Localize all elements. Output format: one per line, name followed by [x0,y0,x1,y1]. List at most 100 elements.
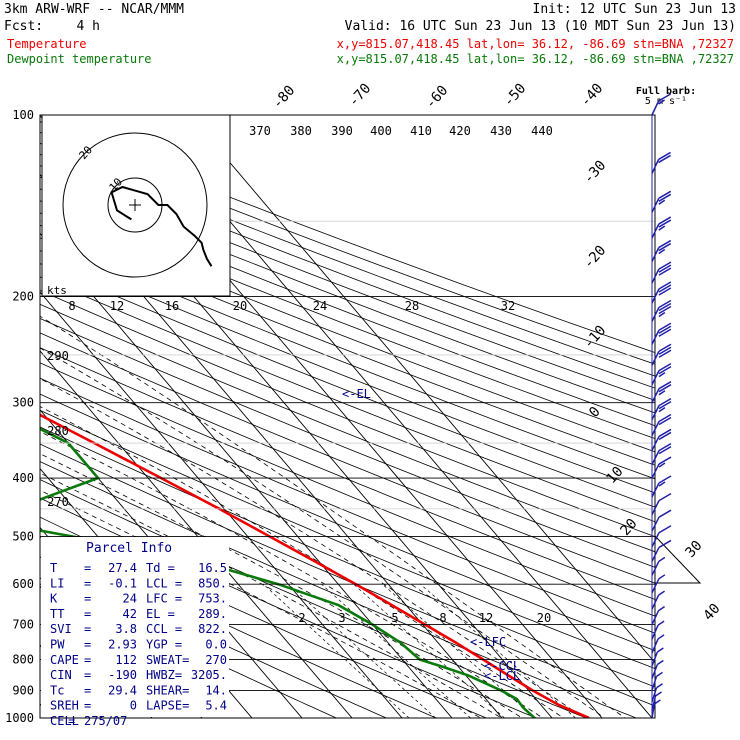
wind-barb-flag [658,397,672,407]
parcel-row-label: TT [50,607,64,621]
pressure-tick-label: 1000 [5,711,34,725]
parcel-row-eq: = [68,714,75,728]
dry-adiabat [40,165,655,401]
dry-adiabat [40,461,638,718]
valid-time: Valid: 16 UTC Sun 23 Jun 13 (10 MDT Sun … [345,19,736,34]
dry-adiabat [40,200,655,440]
dry-adiabat [40,224,655,466]
parcel-row-label: CIN [50,668,72,682]
wind-barb-half [658,372,666,378]
wind-barb-flag [658,239,672,249]
wind-barb-staff [651,561,660,576]
isotherm-label: -20 [581,243,610,273]
temperature-legend-label: Temperature [7,37,86,51]
hodograph-speed-label: 28 [405,299,419,313]
parcel-row-value: 2.93 [108,638,137,652]
parcel-row-value-2: 822. [198,622,227,636]
level-annotation: <-EL [342,387,371,401]
dry-adiabat [40,142,655,377]
plot-frame [39,114,656,719]
isotherm-label: -50 [501,81,530,111]
moist-adiabat [40,453,524,718]
wind-barb-staff [651,651,659,667]
pressure-tick-label: 100 [12,108,34,122]
wind-barb-half [658,481,666,487]
parcel-row-value-2: 0.0 [205,638,227,652]
mixing-ratio-line [420,583,576,718]
wind-barb-flag [658,445,672,455]
wind-barb-half [658,590,665,596]
parcel-row-eq: = [84,561,91,575]
temperature-line [40,413,590,718]
pressure-tick-label: 200 [12,290,34,304]
mixing-ratio-label: 8 [439,611,446,625]
wind-barb-legend-title: Full barb: [636,86,696,97]
dry-adiabat [40,289,655,538]
wind-barb-flag [658,305,672,315]
isotherm-label: 30 [682,538,705,561]
parcel-row-value: 112 [115,653,137,667]
parcel-row-label-2: EL = [146,607,175,621]
hodograph-speed-label: 12 [110,299,124,313]
wind-barb-half [653,699,661,705]
parcel-row-label: T [50,561,57,575]
isotherm-label: -30 [581,158,610,188]
level-annotation: <-CCL [484,659,520,673]
mixing-ratio-label: 12 [479,611,493,625]
dry-adiabat [40,303,655,553]
wind-barb-flag [658,416,672,426]
wind-barb-flag [658,190,672,199]
pressure-tick-label: 300 [12,396,34,410]
dry-adiabat [40,318,655,568]
parcel-row-label-2: Td = [146,561,175,575]
wind-barb-staff [651,532,660,548]
wind-barb-flag [658,346,672,355]
dry-adiabat [40,153,655,389]
wind-barb-flag [658,475,672,484]
wind-barb [651,525,672,548]
parcel-row-eq: = [84,683,91,697]
wind-barb-half [658,311,666,318]
wind-barb [651,343,672,366]
wind-barb [651,683,663,703]
parcel-row-value: 27.4 [108,561,137,575]
wind-barb-flag [658,525,672,534]
wind-barb-flag [658,216,672,225]
pressure-tick-label: 400 [12,471,34,485]
parcel-row-value: -190 [108,668,137,682]
wind-barb-staff [651,159,660,174]
dry-adiabat [40,347,655,600]
moist-adiabat [40,347,606,718]
wind-barb-staff [651,370,660,385]
wind-barb-half [658,248,666,255]
wind-barb-flag [658,413,672,423]
parcel-row-label-2: LCL = [146,576,182,590]
wind-barb-flag [658,151,671,161]
wind-barb-flag [658,154,671,164]
wind-barb-flag [658,442,672,452]
hodograph-units-label: kts [47,284,67,297]
wind-barb-staff [651,405,660,420]
wind-barb-staff [651,578,660,594]
theta-side-label: 290 [47,349,69,363]
wind-barb-staff [651,547,660,562]
parcel-row-label: K [50,592,58,606]
wind-barb-staff [651,350,660,366]
wind-barb-staff [651,695,657,711]
wind-barb-legend-units: 5 m s⁻¹ [645,96,687,107]
wind-barb-flag [658,362,672,372]
wind-barb [651,659,664,679]
wind-barb [651,362,672,385]
parcel-row-label-2: SWEAT= [146,653,189,667]
mixing-ratio-label: 2 [298,611,305,625]
init-time: Init: 12 UTC Sun 23 Jun 13 [533,2,737,17]
wind-barb-flag [658,365,672,375]
mixing-ratio-line [288,583,436,718]
dry-adiabat [40,409,655,670]
parcel-row-value-2: 753. [198,592,227,606]
model-title: 3km ARW-WRF -- NCAR/MMM [4,2,184,17]
parcel-row-eq: = [84,592,91,606]
parcel-info-background [41,537,229,717]
parcel-row-label: LI [50,576,64,590]
